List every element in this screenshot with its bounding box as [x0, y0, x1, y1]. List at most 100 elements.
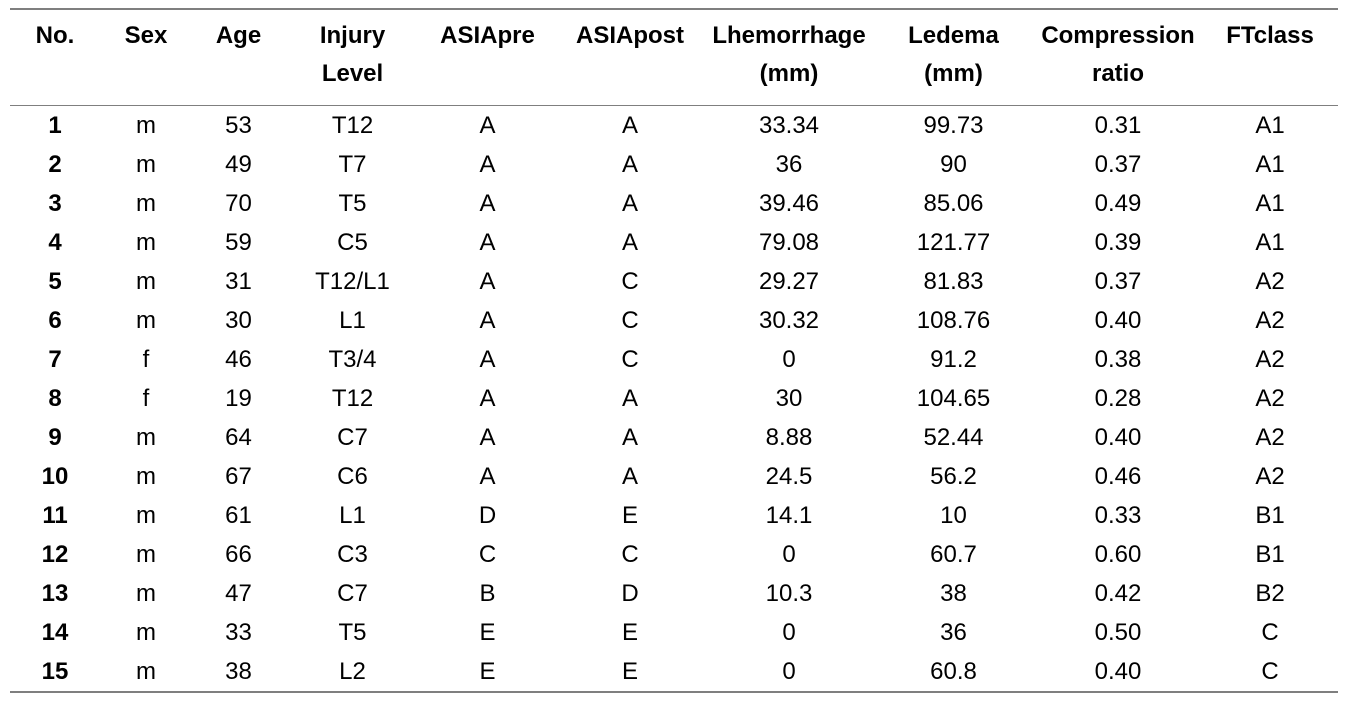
cell-lhemorrhage-mm: 0	[782, 345, 796, 373]
cell-injury-level: T7	[338, 150, 367, 178]
cell-injury-level: L1	[339, 306, 366, 334]
cell-ft-class: C	[1261, 618, 1279, 646]
cell-compression-ratio: 0.60	[1094, 540, 1142, 568]
cell-asia-pre: A	[479, 189, 496, 217]
cell-injury-level: L1	[339, 501, 366, 529]
cell-injury-level: T12	[331, 111, 374, 139]
cell-age: 70	[225, 189, 252, 217]
cell-ledema-mm: 90	[940, 150, 967, 178]
cell-asia-post: A	[621, 189, 638, 217]
cell-asia-post: E	[621, 618, 638, 646]
cell-age: 49	[225, 150, 252, 178]
cell-ledema-mm: 60.7	[930, 540, 977, 568]
cell-ft-class: A1	[1255, 111, 1285, 139]
cell-injury-level: C6	[337, 462, 368, 490]
cell-injury-level: C7	[337, 579, 368, 607]
table-row: 5 m 31 T12/L1 A C 29.27 81.83 0.37 A2	[10, 262, 1338, 301]
cell-sex: m	[136, 540, 156, 568]
cell-compression-ratio: 0.33	[1094, 501, 1142, 529]
cell-no: 6	[48, 306, 62, 334]
column-header-injury-level: Injury Level	[285, 9, 420, 106]
cell-sex: f	[142, 384, 150, 412]
cell-lhemorrhage-mm: 39.46	[758, 189, 820, 217]
cell-lhemorrhage-mm: 0	[782, 540, 796, 568]
cell-no: 11	[42, 501, 68, 529]
table-row: 2 m 49 T7 A A 36 90 0.37 A1	[10, 145, 1338, 184]
cell-asia-post: A	[621, 384, 638, 412]
cell-no: 10	[41, 462, 69, 490]
cell-lhemorrhage-mm: 29.27	[758, 267, 820, 295]
cell-ft-class: A2	[1255, 384, 1285, 412]
table-header-row: No. Sex Age Injury Level ASIApre ASIApost Lhem…	[10, 9, 1338, 106]
column-header-compression-ratio: Compression ratio	[1034, 9, 1202, 106]
cell-asia-post: C	[621, 267, 639, 295]
cell-sex: m	[136, 189, 156, 217]
cell-asia-pre: A	[479, 462, 496, 490]
cell-lhemorrhage-mm: 30	[775, 384, 803, 412]
cell-injury-level: C7	[337, 423, 368, 451]
cell-compression-ratio: 0.49	[1094, 189, 1142, 217]
cell-sex: f	[142, 345, 150, 373]
cell-ft-class: B1	[1255, 501, 1285, 529]
cell-ft-class: A2	[1255, 306, 1285, 334]
cell-compression-ratio: 0.37	[1094, 150, 1142, 178]
cell-asia-pre: C	[478, 540, 497, 568]
cell-injury-level: T12/L1	[315, 267, 390, 295]
cell-ft-class: A2	[1255, 423, 1285, 451]
cell-injury-level: T12	[331, 384, 374, 412]
cell-compression-ratio: 0.46	[1094, 462, 1142, 490]
cell-injury-level: C5	[337, 228, 368, 256]
cell-ledema-mm: 104.65	[916, 384, 991, 412]
cell-no: 12	[41, 540, 69, 568]
cell-injury-level: C3	[337, 540, 368, 568]
cell-age: 31	[225, 267, 252, 295]
cell-age: 61	[225, 501, 252, 529]
cell-asia-post: C	[621, 540, 639, 568]
cell-age: 19	[225, 384, 252, 412]
cell-age: 30	[225, 306, 252, 334]
cell-ledema-mm: 56.2	[930, 462, 977, 490]
table-row: 6 m 30 L1 A C 30.32 108.76 0.40 A2	[10, 301, 1338, 340]
cell-ledema-mm: 38	[940, 579, 967, 607]
cell-compression-ratio: 0.42	[1094, 579, 1142, 607]
cell-asia-post: E	[621, 501, 638, 529]
cell-no: 14	[41, 618, 69, 646]
cell-age: 33	[225, 618, 252, 646]
cell-no: 8	[48, 384, 62, 412]
cell-asia-pre: A	[479, 228, 496, 256]
cell-lhemorrhage-mm: 30.32	[758, 306, 820, 334]
cell-ft-class: A1	[1255, 189, 1285, 217]
cell-compression-ratio: 0.40	[1094, 657, 1142, 685]
cell-ledema-mm: 91.2	[930, 345, 977, 373]
cell-ft-class: B1	[1255, 540, 1285, 568]
cell-age: 66	[225, 540, 252, 568]
cell-lhemorrhage-mm: 8.88	[765, 423, 813, 451]
cell-no: 4	[48, 228, 62, 256]
column-header-ledema-mm: Ledema (mm)	[873, 9, 1034, 106]
column-header-asia-post: ASIApost	[555, 9, 705, 106]
cell-asia-post: E	[621, 657, 638, 685]
table-row: 7 f 46 T3/4 A C 0 91.2 0.38 A2	[10, 340, 1338, 379]
cell-compression-ratio: 0.38	[1094, 345, 1142, 373]
cell-no: 2	[48, 150, 62, 178]
cell-compression-ratio: 0.31	[1094, 111, 1142, 139]
cell-lhemorrhage-mm: 33.34	[758, 111, 820, 139]
cell-compression-ratio: 0.28	[1094, 384, 1142, 412]
column-header-sex: Sex	[100, 9, 192, 106]
cell-asia-post: A	[621, 423, 638, 451]
cell-lhemorrhage-mm: 0	[782, 657, 796, 685]
column-header-no: No.	[10, 9, 100, 106]
cell-ft-class: A2	[1255, 267, 1285, 295]
patient-data-table: No. Sex Age Injury Level ASIApre ASIApost Lhem…	[10, 8, 1338, 693]
table-row: 13 m 47 C7 B D 10.3 38 0.42 B2	[10, 574, 1338, 613]
cell-asia-pre: A	[479, 384, 496, 412]
cell-asia-pre: E	[479, 618, 496, 646]
cell-no: 3	[48, 189, 62, 217]
cell-ft-class: A2	[1255, 345, 1285, 373]
cell-ledema-mm: 60.8	[930, 657, 977, 685]
cell-asia-pre: A	[479, 345, 496, 373]
table-body: 1 m 53 T12 A A 33.34 99.73 0.31 A1 2 m 49 T7 A A 36 90 0.3…	[10, 106, 1338, 693]
cell-no: 9	[48, 423, 62, 451]
cell-no: 7	[48, 345, 62, 373]
cell-age: 46	[225, 345, 252, 373]
